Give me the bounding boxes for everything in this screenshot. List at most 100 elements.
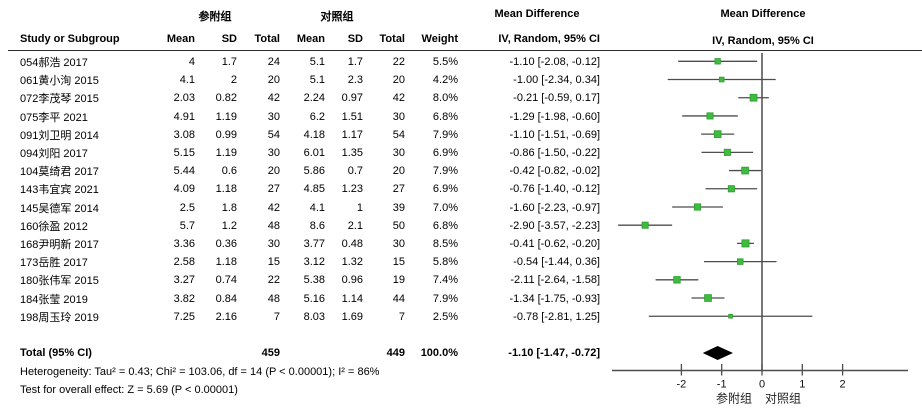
cell-total2: 39	[392, 201, 405, 214]
column-header-row: Study or Subgroup Mean SD Total Mean SD …	[0, 33, 600, 45]
col-total-2: Total	[379, 33, 405, 45]
cell-sd2: 1.35	[341, 147, 363, 160]
cell-sd1: 1.18	[215, 183, 237, 196]
table-row: 184张莹 2019 3.82 0.84 48 5.16 1.14 44 7.9% -1.34 …	[0, 289, 600, 307]
md-marker	[673, 276, 681, 284]
cell-ci: -0.21 [-0.59, 0.17]	[513, 92, 600, 105]
cell-mean1: 4.91	[173, 110, 195, 123]
md-marker	[714, 58, 721, 65]
cell-mean1: 4.09	[173, 183, 195, 196]
cell-mean1: 2.03	[173, 92, 195, 105]
md-marker	[704, 294, 712, 302]
cell-total2: 30	[392, 237, 405, 250]
cell-sd1: 1.19	[215, 110, 237, 123]
cell-ci: -0.42 [-0.82, -0.02]	[509, 165, 601, 178]
cell-mean2: 5.16	[303, 292, 325, 305]
cell-study: 091刘卫明 2014	[20, 129, 99, 142]
cell-ci: -0.76 [-1.40, -0.12]	[509, 183, 601, 196]
cell-total1: 30	[267, 110, 280, 123]
table-row: 072李茂琴 2015 2.03 0.82 42 2.24 0.97 42 8.0% -0.21…	[0, 89, 600, 107]
md-marker	[741, 239, 750, 248]
col-ci: IV, Random, 95% CI	[498, 33, 600, 45]
cell-ci: -1.00 [-2.34, 0.34]	[513, 74, 600, 87]
table-row: 180张伟军 2015 3.27 0.74 22 5.38 0.96 19 7.4% -2.11…	[0, 271, 600, 289]
cell-sd2: 1.69	[341, 310, 363, 323]
cell-mean1: 4.1	[179, 74, 195, 87]
table-row: 075李平 2021 4.91 1.19 30 6.2 1.51 30 6.8% -1.29 […	[0, 108, 600, 126]
cell-mean1: 3.08	[173, 128, 195, 141]
cell-mean1: 5.44	[173, 165, 195, 178]
col-study: Study or Subgroup	[20, 33, 120, 45]
cell-total2: 19	[392, 274, 405, 287]
cell-weight: 7.9%	[432, 292, 458, 305]
total-row: Total (95% CI) 459 449 100.0% -1.10 [-1.…	[0, 344, 600, 362]
table-row: 145吴德军 2014 2.5 1.8 42 4.1 1 39 7.0% -1.60 [-2.2…	[0, 199, 600, 217]
md-marker	[641, 221, 649, 229]
cell-sd1: 0.74	[215, 274, 237, 287]
col-ci-right: IV, Random, 95% CI	[712, 35, 814, 47]
cell-total2: 42	[392, 92, 405, 105]
cell-weight: 8.0%	[432, 92, 458, 105]
md-marker	[706, 112, 714, 120]
cell-sd1: 0.99	[215, 128, 237, 141]
table-row: 104莫绮君 2017 5.44 0.6 20 5.86 0.7 20 7.9% -0.42 […	[0, 162, 600, 180]
cell-total2: 44	[392, 292, 405, 305]
cell-total1: 42	[267, 92, 280, 105]
forest-plot-canvas: -2 -1 0 1 2 参附组 对照组	[612, 53, 908, 406]
cell-study: 168尹明新 2017	[20, 238, 99, 251]
cell-mean1: 2.58	[173, 256, 195, 269]
cell-study: 198周玉玲 2019	[20, 311, 99, 324]
cell-total1: 15	[267, 256, 280, 269]
cell-sd2: 1.51	[341, 110, 363, 123]
col-total-1: Total	[254, 33, 280, 45]
table-row: 168尹明新 2017 3.36 0.36 30 3.77 0.48 30 8.5% -0.41…	[0, 235, 600, 253]
cell-ci: -2.90 [-3.57, -2.23]	[509, 219, 601, 232]
cell-study: 061黄小洵 2015	[20, 75, 99, 88]
cell-mean2: 5.86	[303, 165, 325, 178]
cell-total1: 54	[267, 128, 280, 141]
cell-total2: 54	[392, 128, 405, 141]
cell-ci: -0.41 [-0.62, -0.20]	[509, 237, 601, 250]
col-mean-1: Mean	[166, 33, 195, 45]
cell-mean2: 6.01	[303, 147, 325, 160]
cell-total1: 30	[267, 147, 280, 160]
total-n-group2: 449	[386, 347, 405, 359]
cell-mean2: 8.03	[303, 310, 325, 323]
cell-sd2: 1.23	[341, 183, 363, 196]
cell-mean2: 3.77	[303, 237, 325, 250]
cell-weight: 7.0%	[432, 201, 458, 214]
cell-sd1: 0.6	[221, 165, 237, 178]
cell-mean1: 3.27	[173, 274, 195, 287]
cell-study: 054郝浩 2017	[20, 57, 88, 70]
md-marker	[713, 130, 722, 138]
group1-header: 参附组	[198, 11, 232, 23]
total-n-group1: 459	[261, 347, 280, 359]
md-marker	[727, 185, 735, 193]
cell-sd2: 1	[356, 201, 363, 214]
cell-weight: 6.9%	[432, 183, 458, 196]
cell-total1: 48	[267, 219, 280, 232]
table-row: 160徐盈 2012 5.7 1.2 48 8.6 2.1 50 6.8% -2.90 [-3.…	[0, 217, 600, 235]
cell-mean2: 6.2	[309, 110, 325, 123]
cell-sd2: 0.7	[347, 165, 363, 178]
cell-weight: 6.9%	[432, 147, 458, 160]
cell-ci: -0.54 [-1.44, 0.36]	[513, 256, 600, 269]
cell-sd1: 0.82	[215, 92, 237, 105]
cell-total1: 30	[267, 237, 280, 250]
cell-weight: 7.9%	[432, 128, 458, 141]
cell-sd2: 2.1	[347, 219, 363, 232]
cell-total1: 20	[267, 74, 280, 87]
cell-mean1: 5.7	[179, 219, 195, 232]
cell-ci: -1.29 [-1.98, -0.60]	[509, 110, 601, 123]
cell-sd2: 0.96	[341, 274, 363, 287]
md-marker	[737, 258, 744, 265]
cell-mean1: 7.25	[173, 310, 195, 323]
header-rule	[8, 50, 922, 51]
cell-total2: 22	[392, 56, 405, 69]
cell-total1: 22	[267, 274, 280, 287]
cell-sd1: 2	[230, 74, 237, 87]
md-marker	[693, 203, 702, 211]
col-sd-2: SD	[347, 33, 363, 45]
cell-sd1: 0.36	[215, 237, 237, 250]
